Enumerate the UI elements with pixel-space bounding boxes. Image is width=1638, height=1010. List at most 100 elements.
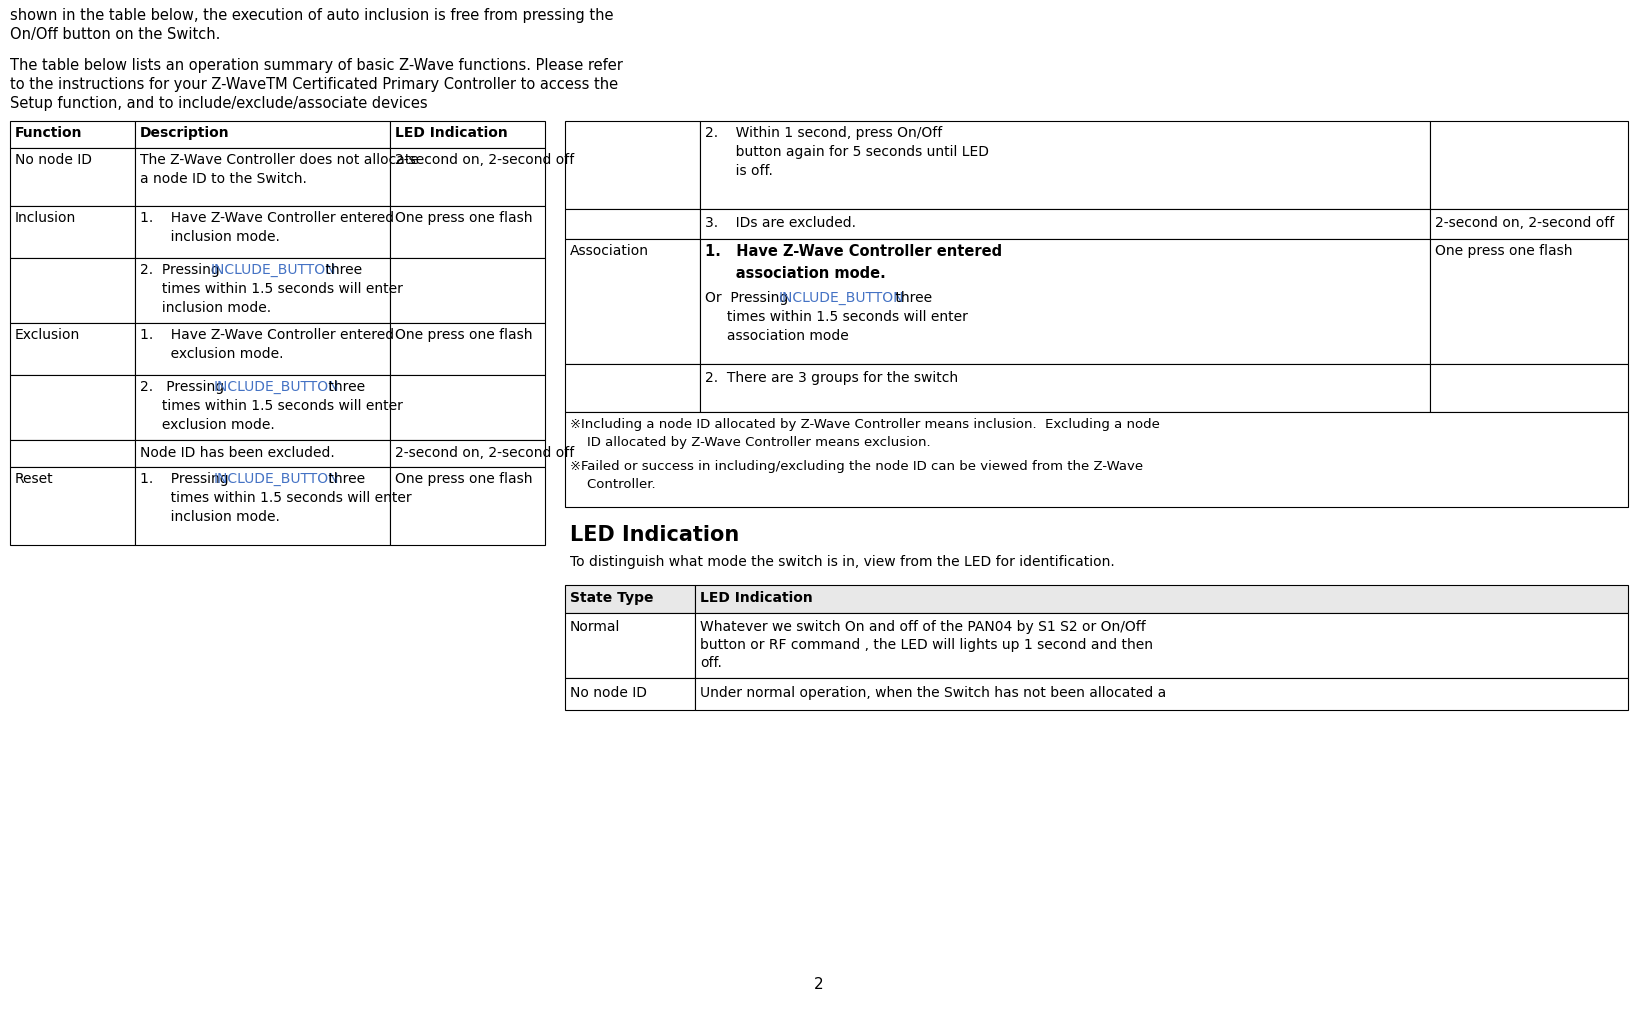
Bar — [565, 364, 699, 412]
Bar — [565, 209, 699, 239]
Bar — [390, 206, 545, 258]
Bar — [565, 678, 695, 710]
Text: ID allocated by Z-Wave Controller means exclusion.: ID allocated by Z-Wave Controller means … — [570, 436, 930, 449]
Text: One press one flash: One press one flash — [395, 211, 532, 225]
Text: shown in the table below, the execution of auto inclusion is free from pressing : shown in the table below, the execution … — [10, 8, 614, 23]
Bar — [695, 678, 1628, 710]
Text: inclusion mode.: inclusion mode. — [139, 301, 272, 315]
Text: off.: off. — [699, 656, 722, 670]
Text: inclusion mode.: inclusion mode. — [139, 230, 280, 244]
Text: LED Indication: LED Indication — [699, 591, 812, 605]
Text: exclusion mode.: exclusion mode. — [139, 347, 283, 361]
Bar — [134, 148, 390, 206]
Text: Setup function, and to include/exclude/associate devices: Setup function, and to include/exclude/a… — [10, 96, 428, 111]
Text: One press one flash: One press one flash — [395, 328, 532, 342]
Text: 1.    Have Z-Wave Controller entered: 1. Have Z-Wave Controller entered — [139, 328, 395, 342]
Text: 1.   Have Z-Wave Controller entered: 1. Have Z-Wave Controller entered — [704, 244, 1002, 259]
Text: Reset: Reset — [15, 472, 54, 486]
Bar — [390, 258, 545, 323]
Bar — [134, 375, 390, 440]
Bar — [699, 121, 1430, 209]
Text: On/Off button on the Switch.: On/Off button on the Switch. — [10, 27, 221, 42]
Text: inclusion mode.: inclusion mode. — [139, 510, 280, 524]
Bar — [390, 323, 545, 375]
Text: a node ID to the Switch.: a node ID to the Switch. — [139, 172, 306, 186]
Text: three: three — [324, 380, 365, 394]
Text: 2-second on, 2-second off: 2-second on, 2-second off — [1435, 216, 1615, 230]
Bar — [10, 323, 134, 375]
Bar — [390, 375, 545, 440]
Text: To distinguish what mode the switch is in, view from the LED for identification.: To distinguish what mode the switch is i… — [570, 556, 1115, 569]
Text: 1.    Have Z-Wave Controller entered: 1. Have Z-Wave Controller entered — [139, 211, 395, 225]
Text: exclusion mode.: exclusion mode. — [139, 418, 275, 432]
Text: State Type: State Type — [570, 591, 654, 605]
Text: 2: 2 — [814, 977, 824, 992]
Text: times within 1.5 seconds will enter: times within 1.5 seconds will enter — [139, 491, 411, 505]
Bar — [10, 467, 134, 545]
Text: The table below lists an operation summary of basic Z-Wave functions. Please ref: The table below lists an operation summa… — [10, 58, 622, 73]
Text: button again for 5 seconds until LED: button again for 5 seconds until LED — [704, 145, 989, 159]
Bar — [390, 148, 545, 206]
Bar — [695, 585, 1628, 613]
Text: Controller.: Controller. — [570, 478, 655, 491]
Bar — [10, 375, 134, 440]
Bar — [1430, 209, 1628, 239]
Text: three: three — [324, 472, 365, 486]
Text: three: three — [321, 263, 362, 277]
Text: Function: Function — [15, 126, 82, 140]
Text: 2-second on, 2-second off: 2-second on, 2-second off — [395, 446, 575, 460]
Text: association mode: association mode — [704, 329, 848, 343]
Text: 2-second on, 2-second off: 2-second on, 2-second off — [395, 153, 575, 167]
Bar — [699, 209, 1430, 239]
Text: One press one flash: One press one flash — [1435, 244, 1572, 258]
Bar — [565, 412, 1628, 507]
Bar — [565, 585, 695, 613]
Text: times within 1.5 seconds will enter: times within 1.5 seconds will enter — [704, 310, 968, 324]
Bar — [390, 467, 545, 545]
Bar — [699, 239, 1430, 364]
Bar — [565, 239, 699, 364]
Bar — [134, 323, 390, 375]
Text: Association: Association — [570, 244, 649, 258]
Text: three: three — [891, 291, 932, 305]
Text: Description: Description — [139, 126, 229, 140]
Text: The Z-Wave Controller does not allocate: The Z-Wave Controller does not allocate — [139, 153, 419, 167]
Bar — [565, 613, 695, 678]
Text: LED Indication: LED Indication — [570, 525, 739, 545]
Text: LED Indication: LED Indication — [395, 126, 508, 140]
Bar — [1430, 121, 1628, 209]
Text: 2.  There are 3 groups for the switch: 2. There are 3 groups for the switch — [704, 371, 958, 385]
Text: to the instructions for your Z-WaveTM Certificated Primary Controller to access : to the instructions for your Z-WaveTM Ce… — [10, 77, 618, 92]
Text: Normal: Normal — [570, 620, 621, 634]
Bar — [699, 364, 1430, 412]
Bar — [10, 148, 134, 206]
Text: 2.   Pressing: 2. Pressing — [139, 380, 228, 394]
Bar — [134, 440, 390, 467]
Bar — [134, 258, 390, 323]
Bar — [1430, 239, 1628, 364]
Bar — [10, 258, 134, 323]
Text: Inclusion: Inclusion — [15, 211, 77, 225]
Bar — [390, 440, 545, 467]
Text: button or RF command , the LED will lights up 1 second and then: button or RF command , the LED will ligh… — [699, 638, 1153, 652]
Text: INCLUDE_BUTTON: INCLUDE_BUTTON — [215, 380, 339, 394]
Text: times within 1.5 seconds will enter: times within 1.5 seconds will enter — [139, 399, 403, 413]
Text: times within 1.5 seconds will enter: times within 1.5 seconds will enter — [139, 282, 403, 296]
Text: 2.    Within 1 second, press On/Off: 2. Within 1 second, press On/Off — [704, 126, 942, 140]
Text: Under normal operation, when the Switch has not been allocated a: Under normal operation, when the Switch … — [699, 686, 1166, 700]
Bar — [10, 121, 134, 148]
Bar — [565, 121, 699, 209]
Bar — [10, 440, 134, 467]
Text: Or  Pressing: Or Pressing — [704, 291, 793, 305]
Bar — [10, 206, 134, 258]
Text: No node ID: No node ID — [15, 153, 92, 167]
Text: INCLUDE_BUTTON: INCLUDE_BUTTON — [211, 263, 336, 277]
Text: INCLUDE_BUTTON: INCLUDE_BUTTON — [215, 472, 339, 486]
Text: Exclusion: Exclusion — [15, 328, 80, 342]
Text: 3.    IDs are excluded.: 3. IDs are excluded. — [704, 216, 857, 230]
Bar — [134, 467, 390, 545]
Text: No node ID: No node ID — [570, 686, 647, 700]
Bar — [390, 121, 545, 148]
Text: ※Failed or success in including/excluding the node ID can be viewed from the Z-W: ※Failed or success in including/excludin… — [570, 460, 1143, 473]
Text: INCLUDE_BUTTON: INCLUDE_BUTTON — [780, 291, 904, 305]
